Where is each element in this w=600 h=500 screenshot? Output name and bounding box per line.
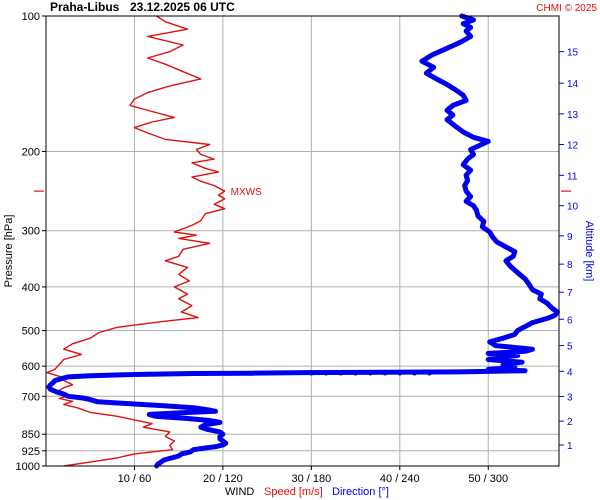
altitude-tick-label: 8 bbox=[567, 260, 573, 271]
direction-point bbox=[426, 370, 432, 376]
altitude-tick-label: 13 bbox=[567, 110, 579, 121]
direction-point bbox=[397, 370, 403, 376]
pressure-axis-label: Pressure [hPa] bbox=[3, 215, 15, 288]
direction-point bbox=[367, 370, 373, 376]
altitude-tick-label: 1 bbox=[567, 441, 573, 452]
altitude-tick-label: 14 bbox=[567, 79, 579, 90]
wind-tick-label: 30 / 180 bbox=[291, 473, 331, 485]
pressure-tick-label: 1000 bbox=[16, 461, 40, 473]
pressure-tick-label: 600 bbox=[22, 361, 40, 373]
altitude-axis-label: Altitude [km] bbox=[583, 221, 595, 282]
wind-label: WIND bbox=[225, 486, 254, 498]
wind-tick-label: 10 / 60 bbox=[118, 473, 152, 485]
pressure-tick-label: 100 bbox=[22, 11, 40, 23]
altitude-tick-label: 12 bbox=[567, 141, 579, 152]
direction-point bbox=[382, 370, 388, 376]
pressure-tick-label: 700 bbox=[22, 391, 40, 403]
altitude-tick-label: 2 bbox=[567, 417, 573, 428]
altitude-tick-label: 5 bbox=[567, 342, 573, 353]
pressure-axis: 100 200 300 400 500 600 700 850 925 1000 bbox=[16, 11, 46, 473]
direction-point bbox=[411, 370, 418, 376]
altitude-tick-label: 4 bbox=[567, 367, 573, 378]
direction-line bbox=[46, 13, 560, 469]
grid bbox=[46, 16, 559, 466]
altitude-tick-label: 11 bbox=[567, 171, 578, 182]
pressure-tick-label: 850 bbox=[22, 429, 40, 441]
direction-point bbox=[323, 370, 329, 376]
altitude-tick-label: 3 bbox=[567, 393, 573, 404]
speed-line bbox=[46, 15, 226, 467]
direction-point bbox=[352, 370, 359, 376]
altitude-tick-label: 10 bbox=[567, 202, 579, 213]
pressure-tick-label: 300 bbox=[22, 226, 40, 238]
pressure-tick-label: 500 bbox=[22, 326, 40, 338]
plot-frame bbox=[45, 15, 560, 467]
pressure-tick-label: 400 bbox=[22, 282, 40, 294]
station-title: Praha-Libus bbox=[50, 0, 120, 14]
wind-tick-label: 50 / 300 bbox=[468, 473, 508, 485]
datetime-title: 23.12.2025 06 UTC bbox=[130, 0, 235, 14]
altitude-tick-label: 15 bbox=[567, 48, 579, 59]
wind-axis: 10 / 60 20 / 120 30 / 180 40 / 240 50 / 300 bbox=[118, 466, 508, 485]
direction-point bbox=[308, 370, 314, 376]
mxws-label: MXWS bbox=[231, 187, 262, 198]
copyright-text: CHMI © 2025 bbox=[536, 3, 597, 14]
speed-legend: Speed [m/s] bbox=[264, 486, 323, 498]
direction-legend: Direction [°] bbox=[332, 486, 389, 498]
wind-tick-label: 20 / 120 bbox=[203, 473, 243, 485]
speed-series bbox=[46, 15, 226, 467]
pressure-tick-label: 925 bbox=[22, 446, 40, 458]
altitude-tick-label: 6 bbox=[567, 315, 573, 326]
wind-tick-label: 40 / 240 bbox=[380, 473, 420, 485]
direction-series bbox=[46, 13, 560, 469]
altitude-tick-label: 9 bbox=[567, 232, 573, 243]
pressure-tick-label: 200 bbox=[22, 146, 40, 158]
direction-point bbox=[338, 370, 344, 376]
altitude-tick-label: 7 bbox=[567, 288, 573, 299]
